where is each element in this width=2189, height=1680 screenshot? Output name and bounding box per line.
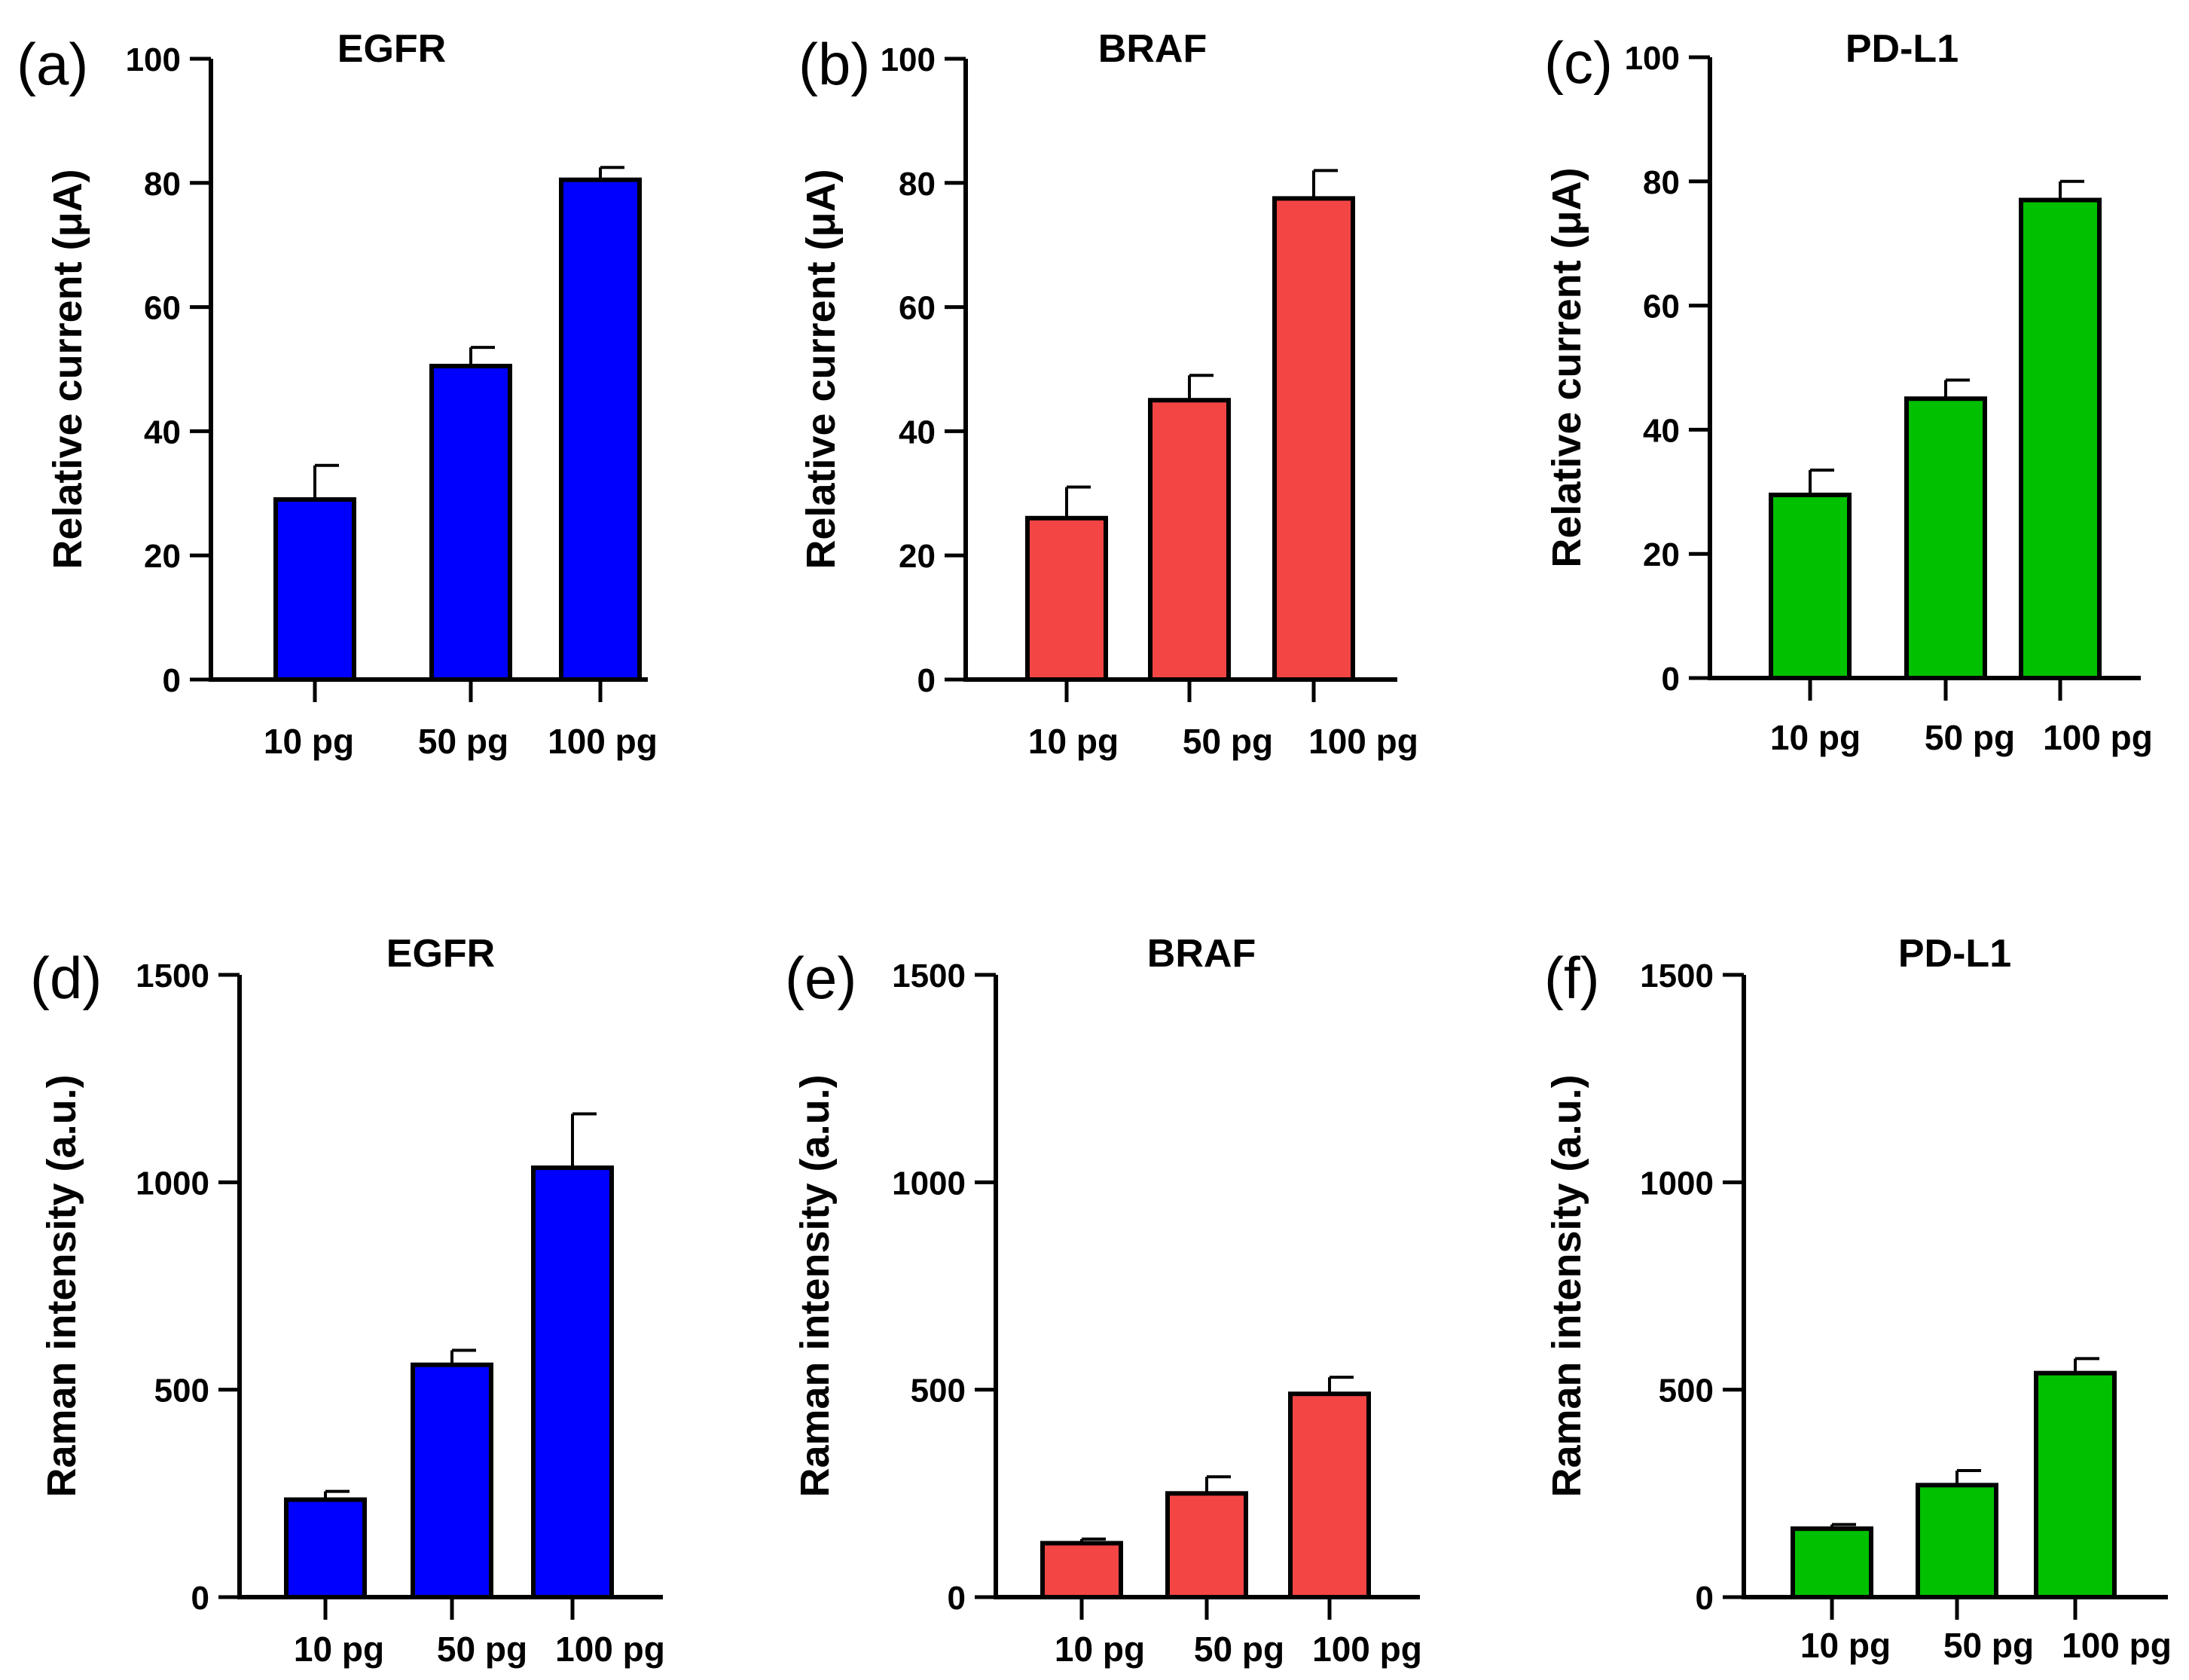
x-category-label: 10 pg (1055, 1630, 1145, 1669)
y-tick-label: 80 (899, 166, 936, 203)
bar-0 (1040, 1541, 1123, 1599)
y-tick-label: 500 (1659, 1373, 1714, 1410)
bar-0 (1769, 492, 1852, 680)
y-axis-label: Relative current (μA) (798, 169, 844, 569)
panel-label: (a) (17, 31, 88, 97)
x-category-label: 10 pg (1770, 718, 1861, 757)
y-tick-label: 80 (144, 166, 181, 203)
x-category-label: 10 pg (294, 1630, 384, 1669)
y-tick-label: 40 (144, 414, 181, 451)
x-category-label: 100 pg (548, 722, 658, 761)
y-tick-label: 20 (144, 538, 181, 575)
x-category-label: 50 pg (437, 1630, 527, 1669)
bar-1 (411, 1362, 493, 1600)
y-tick-label: 20 (899, 538, 936, 575)
panel-label: (f) (1544, 945, 1600, 1011)
x-category-label: 100 pg (555, 1630, 665, 1669)
x-category-label: 100 pg (2043, 718, 2153, 757)
y-tick-label: 40 (899, 414, 936, 451)
y-tick-label: 20 (1643, 536, 1680, 573)
chart-panel-d: (d) EGFR Raman intensity (a.u.) 0 500 1000 150… (30, 932, 665, 1669)
y-tick-label: 60 (144, 290, 181, 327)
y-tick-label: 500 (911, 1373, 966, 1410)
x-category-label: 50 pg (418, 722, 508, 761)
panel-label: (c) (1544, 29, 1613, 96)
y-tick-label: 60 (1643, 289, 1680, 325)
y-tick-label: 0 (163, 662, 181, 699)
y-tick-label: 1500 (892, 958, 966, 994)
chart-title: PD-L1 (1898, 932, 2011, 976)
chart-panel-e: (e) BRAF Raman intensity (a.u.) 0 500 1000 150… (785, 932, 1422, 1669)
y-axis-label: Raman intensity (a.u.) (792, 1074, 838, 1497)
x-category-label: 100 pg (1312, 1630, 1422, 1669)
y-tick-label: 0 (1662, 661, 1680, 698)
y-tick-label: 1500 (136, 958, 209, 994)
panel-label: (b) (798, 31, 870, 97)
bar-2 (531, 1165, 614, 1600)
y-axis-label: Raman intensity (a.u.) (1544, 1074, 1589, 1497)
chart-panel-b: (b) BRAF Relative current (μA) 0 20 40 60 80 100… (798, 27, 1418, 761)
y-tick-label: 100 (126, 41, 181, 78)
y-tick-label: 1000 (892, 1165, 966, 1202)
bar-2 (2034, 1370, 2117, 1599)
y-tick-label: 80 (1643, 164, 1680, 201)
y-axis-label: Raman intensity (a.u.) (39, 1074, 84, 1497)
bar-0 (284, 1497, 367, 1600)
panel-label: (d) (30, 945, 102, 1011)
y-tick-label: 0 (948, 1580, 966, 1617)
x-category-label: 10 pg (264, 722, 354, 761)
bar-1 (1165, 1491, 1248, 1600)
y-tick-label: 60 (899, 290, 936, 327)
x-category-label: 50 pg (1925, 718, 2015, 757)
chart-title: PD-L1 (1846, 27, 1958, 71)
y-tick-label: 1000 (136, 1165, 209, 1202)
y-tick-label: 0 (917, 662, 936, 699)
x-category-label: 100 pg (2062, 1626, 2172, 1665)
panel-label: (e) (785, 945, 856, 1011)
x-category-label: 50 pg (1943, 1626, 2034, 1665)
y-tick-label: 1000 (1640, 1165, 1714, 1202)
x-category-label: 10 pg (1800, 1626, 1891, 1665)
bar-1 (1148, 398, 1231, 682)
chart-title: EGFR (337, 27, 446, 71)
x-category-label: 10 pg (1028, 722, 1119, 761)
y-tick-label: 1500 (1640, 958, 1714, 994)
x-category-label: 50 pg (1194, 1630, 1284, 1669)
bar-2 (1288, 1391, 1371, 1599)
y-tick-label: 0 (191, 1580, 209, 1617)
bar-0 (1025, 515, 1108, 683)
bar-0 (1791, 1526, 1873, 1600)
chart-panel-a: (a) EGFR Relative current (μA) 0 20 40 60 80 100… (17, 27, 658, 761)
bar-0 (273, 497, 356, 682)
bar-2 (1272, 196, 1355, 682)
chart-panel-f: (f) PD-L1 Raman intensity (a.u.) 0 500 1000 15… (1544, 932, 2172, 1665)
bar-1 (1904, 396, 1987, 680)
y-tick-label: 500 (154, 1373, 209, 1410)
chart-title: EGFR (386, 932, 495, 976)
chart-panel-c: (c) PD-L1 Relative current (μA) 0 20 40 60 80 10… (1544, 27, 2153, 757)
y-axis-label: Relative current (μA) (45, 169, 90, 569)
x-category-label: 100 pg (1308, 722, 1418, 761)
chart-title: BRAF (1147, 932, 1256, 976)
y-tick-label: 0 (1696, 1580, 1714, 1617)
y-tick-label: 100 (1625, 40, 1680, 77)
y-tick-label: 40 (1643, 412, 1680, 449)
bar-1 (429, 363, 512, 682)
bar-1 (1916, 1483, 1998, 1599)
bar-2 (559, 177, 642, 682)
x-category-label: 50 pg (1183, 722, 1273, 761)
chart-title: BRAF (1098, 27, 1207, 71)
y-axis-label: Relative current (μA) (1544, 167, 1589, 567)
y-tick-label: 100 (881, 41, 936, 78)
bar-2 (2019, 197, 2102, 680)
